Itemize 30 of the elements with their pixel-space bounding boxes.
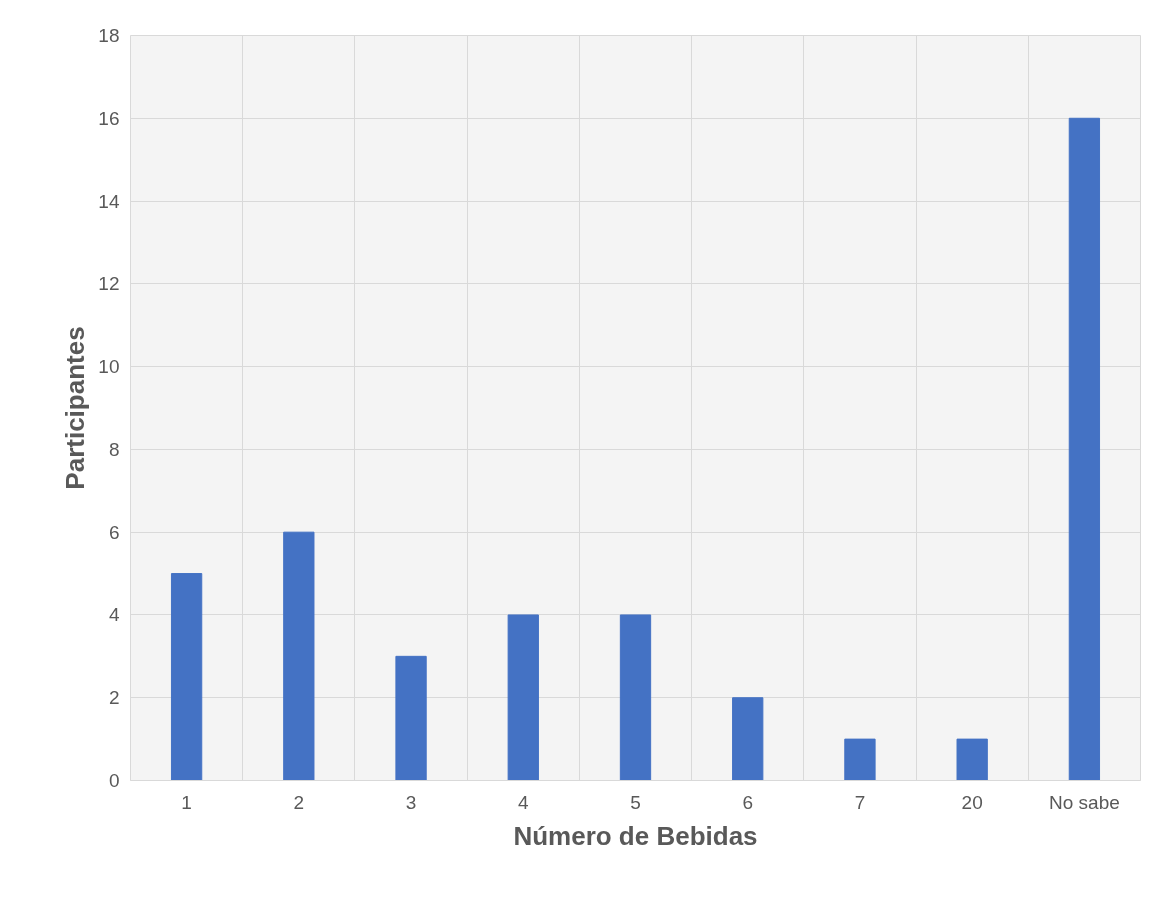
x-tick-label: 5: [630, 791, 641, 813]
x-tick-label: 7: [854, 791, 866, 813]
y-tick-label: 0: [108, 770, 120, 791]
bar: [507, 614, 539, 781]
x-tick-label: No sabe: [1049, 791, 1120, 813]
bar: [395, 655, 427, 781]
bar: [732, 697, 764, 781]
x-tick-label: 6: [742, 791, 754, 813]
x-tick-label: 1: [181, 791, 192, 813]
x-tick-label: 2: [293, 791, 305, 813]
bar: [956, 738, 988, 781]
bar: [619, 614, 652, 781]
y-tick-label: 14: [98, 190, 120, 212]
x-axis-title: Número de Bebidas: [513, 820, 758, 851]
bar: [1068, 117, 1101, 781]
y-tick-label: 2: [108, 687, 120, 709]
y-tick-label: 4: [108, 604, 120, 626]
x-tick-label: 20: [961, 791, 983, 813]
y-tick-label: 18: [98, 25, 120, 46]
y-tick-label: 16: [98, 107, 120, 129]
y-tick-label: 6: [108, 521, 120, 543]
bar: [170, 573, 203, 781]
x-tick-label: 3: [405, 791, 417, 813]
x-tick-label: 4: [517, 791, 529, 813]
y-tick-label: 10: [98, 356, 120, 378]
bar: [283, 531, 315, 781]
y-tick-label: 8: [108, 438, 120, 460]
y-axis-title: Participantes: [60, 326, 91, 490]
bar: [844, 738, 876, 781]
y-tick-label: 12: [98, 273, 120, 295]
